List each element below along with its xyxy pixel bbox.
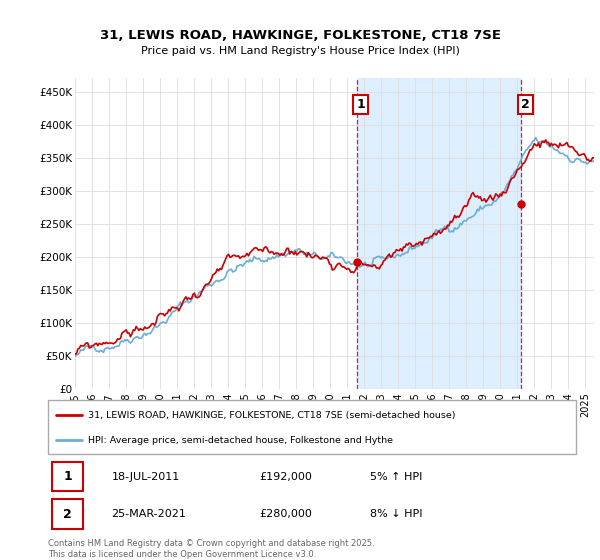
Text: 1: 1 bbox=[63, 470, 72, 483]
Text: 5% ↑ HPI: 5% ↑ HPI bbox=[370, 472, 422, 482]
Text: 2: 2 bbox=[521, 99, 530, 111]
Text: HPI: Average price, semi-detached house, Folkestone and Hythe: HPI: Average price, semi-detached house,… bbox=[88, 436, 392, 445]
Text: Price paid vs. HM Land Registry's House Price Index (HPI): Price paid vs. HM Land Registry's House … bbox=[140, 46, 460, 56]
Text: Contains HM Land Registry data © Crown copyright and database right 2025.
This d: Contains HM Land Registry data © Crown c… bbox=[48, 539, 374, 559]
Bar bbox=[356, 78, 521, 389]
Text: 31, LEWIS ROAD, HAWKINGE, FOLKESTONE, CT18 7SE: 31, LEWIS ROAD, HAWKINGE, FOLKESTONE, CT… bbox=[100, 29, 500, 42]
FancyBboxPatch shape bbox=[52, 462, 83, 491]
Text: 8% ↓ HPI: 8% ↓ HPI bbox=[370, 509, 422, 519]
Text: 2: 2 bbox=[63, 507, 72, 521]
Text: 18-JUL-2011: 18-JUL-2011 bbox=[112, 472, 179, 482]
Text: 31, LEWIS ROAD, HAWKINGE, FOLKESTONE, CT18 7SE (semi-detached house): 31, LEWIS ROAD, HAWKINGE, FOLKESTONE, CT… bbox=[88, 411, 455, 420]
Text: 1: 1 bbox=[356, 99, 365, 111]
Text: £280,000: £280,000 bbox=[259, 509, 312, 519]
Text: £192,000: £192,000 bbox=[259, 472, 312, 482]
FancyBboxPatch shape bbox=[52, 500, 83, 529]
FancyBboxPatch shape bbox=[48, 400, 576, 454]
Text: 25-MAR-2021: 25-MAR-2021 bbox=[112, 509, 186, 519]
